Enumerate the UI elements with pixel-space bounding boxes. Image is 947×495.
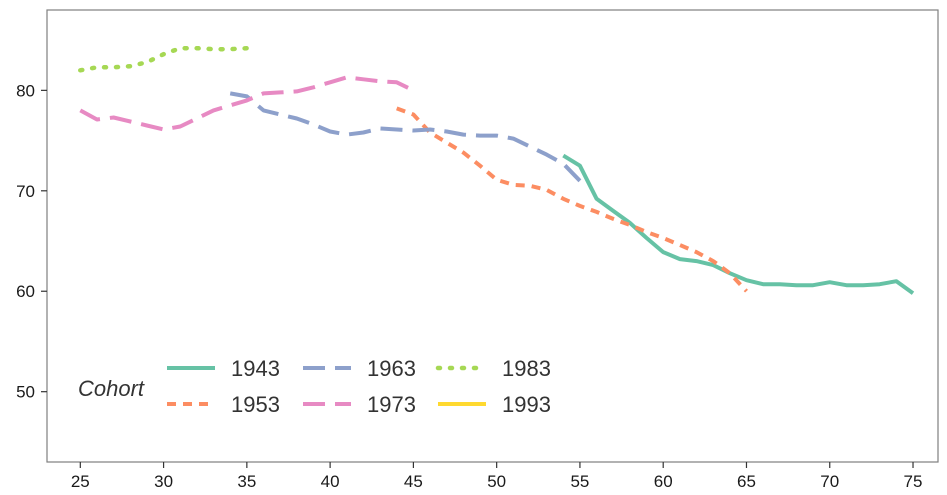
x-tick-label: 30 xyxy=(154,472,173,490)
legend-title: Cohort xyxy=(78,376,145,401)
plot-frame xyxy=(46,9,939,463)
legend-label-1963: 1963 xyxy=(367,356,416,381)
legend: Cohort 1943 1953 1963 1973 1983 1993 xyxy=(78,356,551,417)
x-tick-label: 35 xyxy=(237,472,256,490)
axes-layer: 25 30 35 40 45 50 55 60 65 70 75 50 60 70 80 xyxy=(16,81,923,491)
x-tick-label: 25 xyxy=(71,472,90,490)
x-tick-label: 45 xyxy=(404,472,423,490)
y-tick-label: 50 xyxy=(16,383,35,402)
x-tick-label: 60 xyxy=(654,472,673,490)
legend-label-1983: 1983 xyxy=(502,356,551,381)
y-tick-label: 60 xyxy=(16,282,35,301)
series-line-1973 xyxy=(79,75,415,132)
x-tick-label: 50 xyxy=(487,472,506,490)
legend-label-1973: 1973 xyxy=(367,392,416,417)
x-tick-label: 55 xyxy=(570,472,589,490)
x-tick-label: 65 xyxy=(737,472,756,490)
legend-label-1993: 1993 xyxy=(502,392,551,417)
x-tick-label: 40 xyxy=(321,472,340,490)
y-tick-label: 80 xyxy=(16,81,35,100)
legend-label-1953: 1953 xyxy=(231,392,280,417)
series-line-1943 xyxy=(562,153,915,295)
series-line-1953 xyxy=(396,106,748,293)
series-layer xyxy=(78,45,915,295)
legend-label-1943: 1943 xyxy=(231,356,280,381)
x-tick-label: 70 xyxy=(820,472,839,490)
series-line-1963 xyxy=(229,91,582,183)
x-tick-label: 75 xyxy=(904,472,923,490)
y-tick-label: 70 xyxy=(16,182,35,201)
plot-border xyxy=(46,9,939,463)
series-line-1983 xyxy=(78,45,250,73)
